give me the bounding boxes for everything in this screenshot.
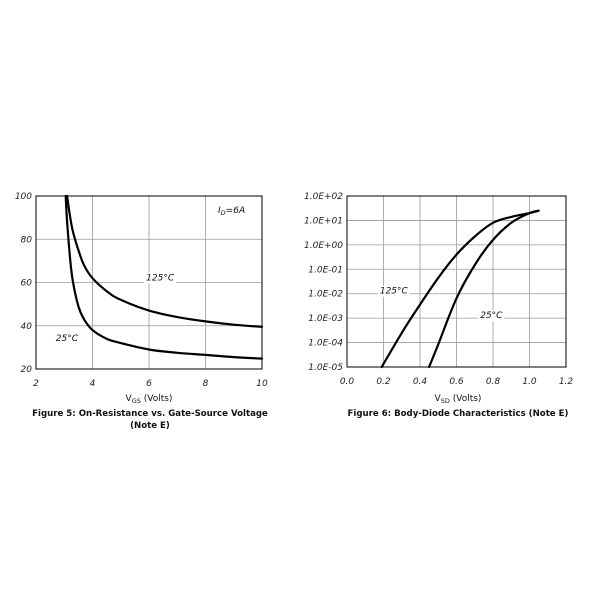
figure-6-x-tick-labels: 0.0 0.2 0.4 0.6 0.8 1.0 1.2 [340,377,574,387]
figure-5-subtitle: (Note E) [130,421,170,431]
figure-6-series [380,209,540,369]
y-tick-label: 80 [21,235,33,245]
series-label-background [377,285,410,297]
figure-6-chart: 0.0 0.2 0.4 0.6 0.8 1.0 1.2 1.0E-051.0E-041.0E… [304,192,573,419]
series-label: 125°C [146,273,175,283]
x-tick-label: 8 [203,379,209,389]
y-tick-label: 1.0E-03 [308,314,343,324]
series-line-125Cc [66,194,264,328]
x-tick-label: 2 [33,379,39,389]
series-label-background [53,332,81,344]
series-label: 25°C [56,334,79,344]
x-tick-label: 0.4 [413,377,428,387]
y-tick-label: 1.0E+01 [304,216,343,226]
figure-5-condition-annotation: ID=6A [218,206,245,217]
y-tick-label: 60 [21,279,33,289]
figure-5-y-tick-labels: 20 40 60 80 100 [15,192,32,375]
series-line-25Cc [428,209,540,369]
x-tick-label: 0.8 [486,377,501,387]
x-tick-label: 4 [90,379,96,389]
y-tick-label: 1.0E+00 [304,241,343,251]
y-tick-label: 100 [15,192,32,202]
series-line-25Cc [64,194,264,360]
series-line-125Cc [380,209,540,369]
figure-6-plot-frame [346,195,567,368]
x-tick-label: 0.6 [449,377,464,387]
y-tick-label: 1.0E-04 [308,339,343,349]
series-label-background [478,310,505,322]
figure-6-y-tick-labels: 1.0E-05 1.0E-04 1.0E-03 1.0E-02 1.0E-01 1.0E+… [304,192,343,373]
y-tick-label: 20 [21,365,33,375]
figure-6-grid [347,196,566,367]
figure-5-chart: 2 4 6 8 10 20 40 60 80 100 125°C 25°C ID=6A VGS (… [15,192,268,431]
x-tick-label: 0.2 [376,377,391,387]
x-tick-label: 1.0 [522,377,537,387]
series-label: 25°C [480,311,503,321]
y-tick-label: 1.0E-05 [308,363,343,373]
y-tick-label: 1.0E-02 [308,290,343,300]
figure-5-x-tick-labels: 2 4 6 8 10 [33,379,268,389]
x-tick-label: 10 [256,379,268,389]
y-tick-label: 40 [21,322,33,332]
x-tick-label: 0.0 [340,377,355,387]
x-tick-label: 1.2 [559,377,574,387]
figure-5-x-axis-label: VGS (Volts) [126,394,173,405]
series-label: 125°C [380,287,409,297]
figure-5-plot-frame [35,195,263,370]
figure-5-series-labels: 125°C 25°C [53,272,177,344]
series-label-background [144,272,177,284]
figure-6-title: Figure 6: Body-Diode Characteristics (No… [348,409,569,419]
figure-6-x-axis-label: VSD (Volts) [435,394,482,405]
y-tick-label: 1.0E-01 [308,265,343,275]
figure-6-series-labels: 125°C 25°C [377,285,505,322]
x-tick-label: 6 [146,379,152,389]
figure-5-title: Figure 5: On-Resistance vs. Gate-Source … [32,409,268,419]
y-tick-label: 1.0E+02 [304,192,343,202]
figure-5-series [64,194,264,360]
